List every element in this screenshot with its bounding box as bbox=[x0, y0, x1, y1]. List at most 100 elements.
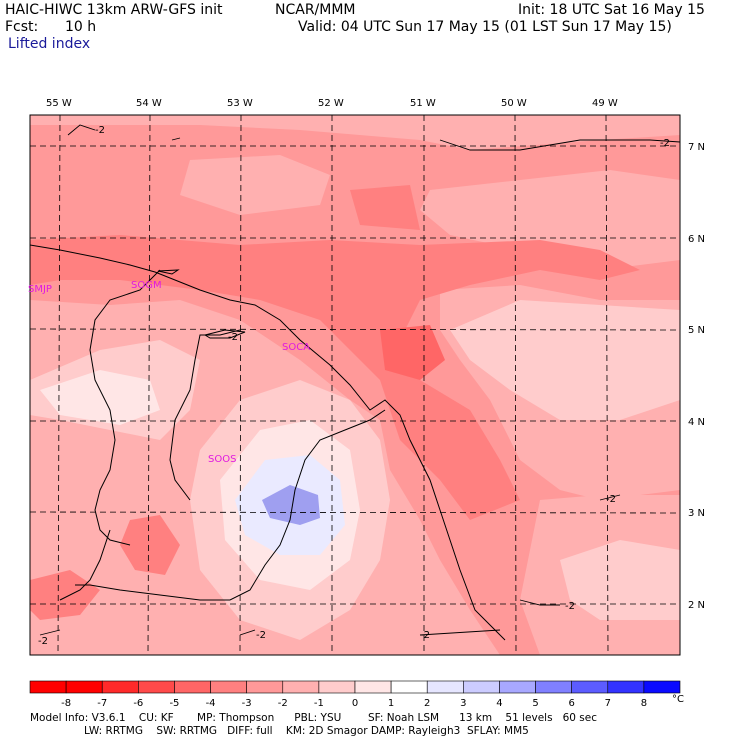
station-labels: SMJP SOGM SOCA SOOS bbox=[28, 280, 310, 465]
colorbar-tick-label: 3 bbox=[460, 698, 466, 709]
shade-region bbox=[262, 485, 320, 525]
shade-region bbox=[350, 185, 420, 230]
lat-label: 7 N bbox=[688, 142, 705, 153]
colorbar-tick-label: 0 bbox=[352, 698, 358, 709]
longitude-labels: 55 W 54 W 53 W 52 W 51 W 50 W 49 W bbox=[46, 98, 618, 109]
contour-label: -2 bbox=[95, 125, 105, 136]
lon-label: 53 W bbox=[227, 98, 253, 109]
colorbar-cell bbox=[101, 680, 139, 694]
graticule bbox=[30, 115, 680, 655]
border-fg-brazil bbox=[75, 409, 386, 601]
colorbar-tick-label: -6 bbox=[133, 698, 143, 709]
lon-label: 54 W bbox=[136, 98, 162, 109]
shade-region bbox=[380, 325, 445, 380]
colorbar-cell bbox=[571, 680, 609, 694]
colorbar-unit: °C bbox=[672, 694, 684, 705]
shade-region bbox=[30, 570, 100, 620]
lon-label: 52 W bbox=[318, 98, 344, 109]
colorbar-cell bbox=[354, 680, 392, 694]
lon-label: 55 W bbox=[46, 98, 72, 109]
colorbar-cell bbox=[246, 680, 284, 694]
colorbar-ticks: -8 -7 -6 -5 -4 -3 -2 -1 0 1 2 3 4 5 6 7 8 bbox=[61, 698, 647, 709]
colorbar-cell bbox=[535, 680, 572, 694]
contour-label: -2 bbox=[660, 138, 670, 149]
lat-label: 6 N bbox=[688, 234, 705, 245]
forecast-hour: 10 h bbox=[65, 19, 97, 35]
station-sogm: SOGM bbox=[131, 280, 162, 291]
init-time: Init: 18 UTC Sat 16 May 15 bbox=[518, 2, 705, 18]
colorbar-cell bbox=[29, 680, 67, 694]
station-soca: SOCA bbox=[282, 342, 310, 353]
colorbar-cell bbox=[426, 680, 464, 694]
colorbar-cell bbox=[607, 680, 645, 694]
station-soos: SOOS bbox=[208, 454, 236, 465]
model-title: HAIC-HIWC 13km ARW-GFS init bbox=[5, 2, 223, 18]
lon-label: 51 W bbox=[410, 98, 436, 109]
contour-label-group: -2 -2 -2 -2 -2 -2 -2 -2 bbox=[38, 125, 670, 647]
colorbar-cell bbox=[390, 680, 428, 694]
contour-label: -2 bbox=[420, 630, 430, 641]
colorbar-cell bbox=[499, 680, 536, 694]
colorbar-cell bbox=[463, 680, 500, 694]
colorbar-tick-label: -1 bbox=[314, 698, 324, 709]
contour-label: -2 bbox=[38, 636, 48, 647]
forecast-label: Fcst: bbox=[5, 19, 39, 35]
shade-region bbox=[30, 115, 680, 150]
shade-region bbox=[120, 515, 180, 575]
colorbar-cell bbox=[65, 680, 103, 694]
colorbar-tick-label: 7 bbox=[605, 698, 611, 709]
lat-label: 2 N bbox=[688, 600, 705, 611]
field-name: Lifted index bbox=[8, 36, 91, 52]
colorbar-cell bbox=[138, 680, 175, 694]
coastline bbox=[30, 244, 506, 641]
colorbar-tick-label: -7 bbox=[97, 698, 107, 709]
model-info-line1: Model Info: V3.6.1 CU: KF MP: Thompson P… bbox=[30, 712, 597, 724]
map-frame bbox=[29, 114, 681, 656]
colorbar-tick-label: 2 bbox=[424, 698, 430, 709]
colorbar-cell bbox=[318, 680, 356, 694]
border-suriname-guyana bbox=[89, 269, 161, 546]
shade-region bbox=[40, 370, 160, 425]
shade-region bbox=[560, 540, 680, 620]
model-info-line2: LW: RRTMG SW: RRTMG DIFF: full KM: 2D Sm… bbox=[84, 725, 529, 737]
colorbar-tick-label: -4 bbox=[206, 698, 216, 709]
station-smjp: SMJP bbox=[28, 284, 52, 295]
shade-region bbox=[180, 155, 330, 215]
colorbar-tick-label: 5 bbox=[532, 698, 538, 709]
border-segment bbox=[59, 529, 111, 601]
contour-label: -2 bbox=[606, 494, 616, 505]
lat-label: 3 N bbox=[688, 508, 705, 519]
colorbar-cell bbox=[643, 680, 681, 694]
shade-region bbox=[420, 170, 680, 270]
colorbar bbox=[29, 680, 681, 694]
colorbar-tick-label: -5 bbox=[169, 698, 179, 709]
lon-label: 49 W bbox=[592, 98, 618, 109]
lat-label: 5 N bbox=[688, 325, 705, 336]
colorbar-tick-label: -3 bbox=[242, 698, 252, 709]
valid-time: Valid: 04 UTC Sun 17 May 15 (01 LST Sun … bbox=[298, 19, 672, 35]
contour-label: -2 bbox=[228, 332, 238, 343]
coastline-borders bbox=[30, 244, 506, 641]
river-mouth bbox=[203, 329, 246, 339]
shade-region bbox=[30, 235, 640, 520]
colorbar-tick-label: 8 bbox=[641, 698, 647, 709]
colorbar-cell bbox=[174, 680, 211, 694]
island bbox=[157, 269, 180, 275]
lon-label: 50 W bbox=[501, 98, 527, 109]
contour-label: -2 bbox=[256, 630, 266, 641]
colorbar-tick-label: -2 bbox=[278, 698, 288, 709]
colorbar-cell bbox=[282, 680, 320, 694]
shaded-field bbox=[30, 115, 680, 655]
lat-label: 4 N bbox=[688, 417, 705, 428]
contour-lines bbox=[39, 124, 680, 636]
border-suriname-fg bbox=[169, 329, 241, 501]
contour-label: -2 bbox=[565, 601, 575, 612]
colorbar-tick-label: 6 bbox=[568, 698, 574, 709]
colorbar-cell bbox=[210, 680, 247, 694]
colorbar-tick-label: -8 bbox=[61, 698, 71, 709]
latitude-labels: 7 N 6 N 5 N 4 N 3 N 2 N bbox=[688, 142, 705, 611]
colorbar-tick-label: 4 bbox=[496, 698, 502, 709]
org-label: NCAR/MMM bbox=[275, 2, 356, 18]
colorbar-tick-label: 1 bbox=[388, 698, 394, 709]
